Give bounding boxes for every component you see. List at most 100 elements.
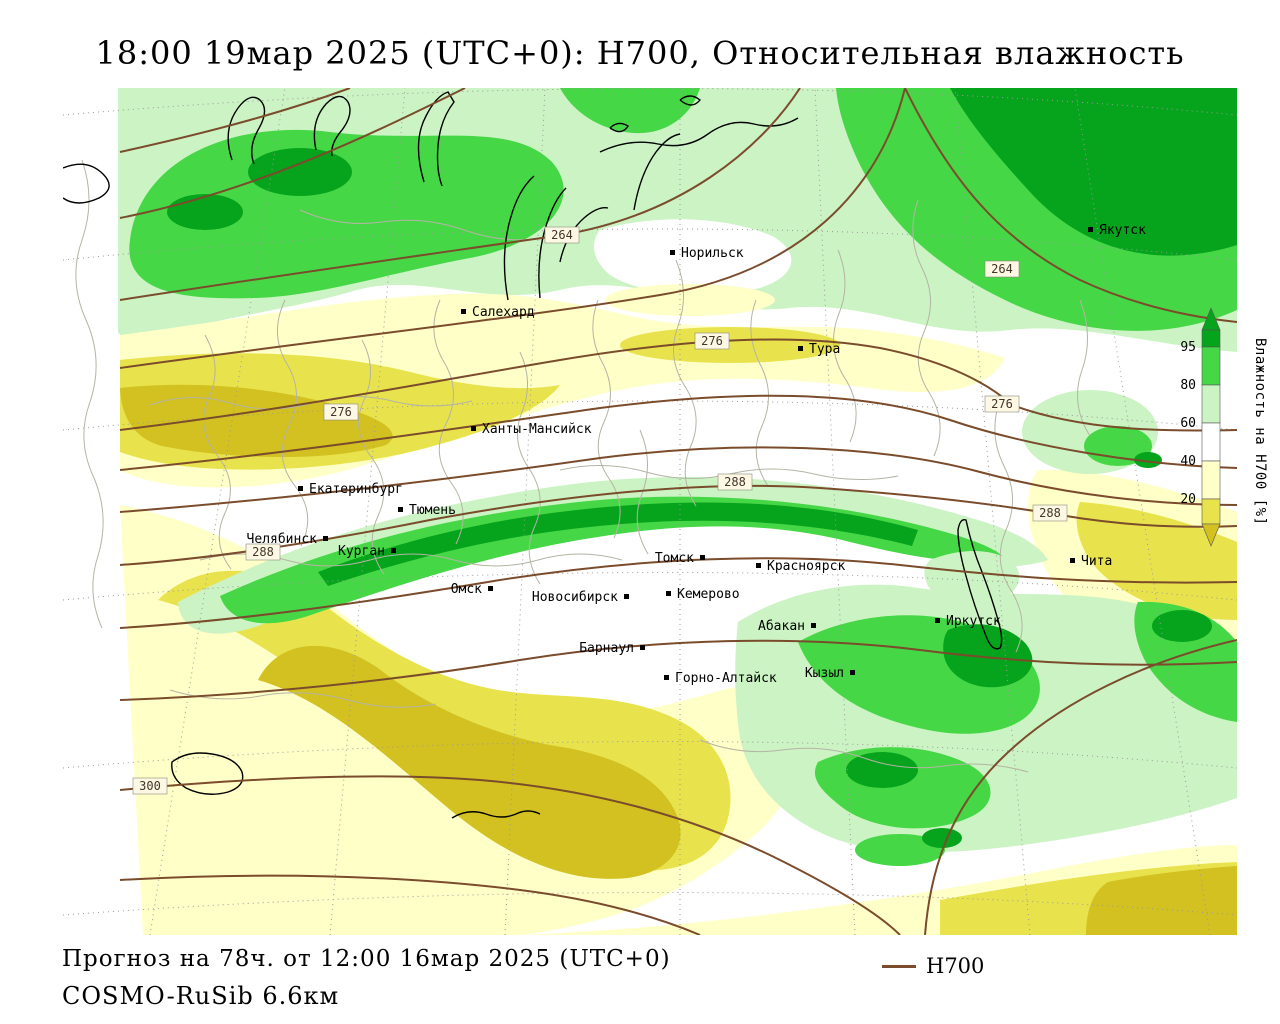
white-pocket-norilsk [594,219,792,295]
svg-text:Якутск: Якутск [1099,223,1146,238]
svg-text:Тюмень: Тюмень [409,503,456,518]
yellow-arm-east [620,327,840,363]
svg-text:Екатеринбург: Екатеринбург [309,482,403,497]
svg-text:264: 264 [991,262,1013,276]
city-marker: Кызыл [805,666,855,681]
colorbar-seg-60-80 [1201,384,1221,424]
contour-label: 288 [717,473,753,491]
contour-label: 264 [544,226,580,244]
city-dot [298,486,303,491]
forecast-info: Прогноз на 78ч. от 12:00 16мар 2025 (UTC… [62,946,671,972]
yellow-se-core [1086,866,1237,935]
se-core4 [922,828,962,848]
colorbar-tick: 80 [1180,378,1196,393]
humidity-area-top-arm [560,88,700,134]
city-dot [461,309,466,314]
city-dot [666,591,671,596]
city-dot [640,645,645,650]
svg-text:Кызыл: Кызыл [805,666,844,681]
city-marker: Ханты-Мансийск [471,422,592,437]
h700-line-sample [882,964,916,968]
city-marker: Новосибирск [532,590,629,605]
colorbar-seg-80-95 [1201,346,1221,386]
colorbar-tick: 40 [1180,454,1196,469]
humidity-core-ne [950,88,1237,256]
h700-legend: H700 [882,954,984,978]
contour-labels: 264 264 276 276 276 288 288 288 300 [132,226,1068,795]
coast-left [63,163,110,204]
city-dot [471,426,476,431]
contour-lines-h700 [119,88,1237,935]
city-marker: Абакан [758,619,816,634]
svg-text:300: 300 [139,779,161,793]
city-dot [624,594,629,599]
city-dot [323,536,328,541]
svg-text:Иркутск: Иркутск [946,614,1001,629]
colorbar-seg-20-40 [1201,460,1221,500]
city-marker: Тюмень [398,503,456,518]
svg-text:Чита: Чита [1081,554,1112,569]
svg-text:276: 276 [701,334,723,348]
svg-text:Омск: Омск [451,582,482,597]
city-dot [664,675,669,680]
city-dot [488,586,493,591]
colorbar-axis-label: Влажность на H700 [%] [1252,338,1268,526]
city-dot [398,507,403,512]
svg-text:Абакан: Абакан [758,619,805,634]
yellow-right-mid [1076,502,1237,620]
svg-text:288: 288 [252,545,274,559]
city-marker: Кемерово [666,587,740,602]
city-dot [391,548,396,553]
humidity-core-nw2 [167,194,243,230]
graticule [63,88,1237,935]
lake-zaysan [451,810,541,819]
svg-text:276: 276 [991,397,1013,411]
contour-label: 276 [323,403,359,421]
colorbar-tick: 60 [1180,416,1196,431]
coast-ob-gulf-e [538,187,567,299]
coast-yenisei [633,133,681,211]
svg-text:Кемерово: Кемерово [677,587,740,602]
city-dot [850,670,855,675]
city-marker: Томск [655,551,705,566]
svg-text:Тура: Тура [809,342,840,357]
admin-boundaries [75,159,1091,773]
coast-ob-gulf-w [503,175,535,301]
coast-top [599,117,799,153]
svg-text:Норильск: Норильск [681,246,744,261]
svg-text:Барнаул: Барнаул [579,641,634,656]
svg-text:Новосибирск: Новосибирск [532,590,618,605]
city-marker: Барнаул [579,641,645,656]
contour-label: 300 [132,777,168,795]
city-marker: Красноярск [756,559,845,574]
contour-label: 276 [984,395,1020,413]
contour-label: 288 [245,543,281,561]
colorbar-seg-95 [1201,329,1221,348]
city-dot [798,346,803,351]
se-green-baikal-arm [924,551,1020,606]
contour-label: 288 [1032,504,1068,522]
svg-text:Томск: Томск [655,551,694,566]
lake-southwest [171,752,244,795]
svg-text:264: 264 [551,228,573,242]
lake-baikal [957,519,1003,650]
svg-text:Челябинск: Челябинск [247,532,318,547]
city-dot [670,250,675,255]
city-dot [935,618,940,623]
city-marker: Тура [798,342,840,357]
svg-text:Горно-Алтайск: Горно-Алтайск [675,671,777,686]
yellow-band-north-core [120,384,393,458]
humidity-colorbar: 95 80 60 40 20 Влажность на H700 [%] [1180,307,1268,547]
h700-legend-label: H700 [926,954,985,978]
city-marker: Чита [1070,554,1112,569]
colorbar-seg-40-60 [1201,422,1221,462]
city-dot [700,555,705,560]
coast-peninsula2 [313,95,351,157]
svg-text:Салехард: Салехард [472,305,535,320]
se-green-small [855,834,945,866]
svg-text:Курган: Курган [338,544,385,559]
coast-taz [559,207,609,263]
coast-peninsula1 [227,96,266,165]
coastlines [63,91,1003,819]
contour-label: 276 [694,332,730,350]
